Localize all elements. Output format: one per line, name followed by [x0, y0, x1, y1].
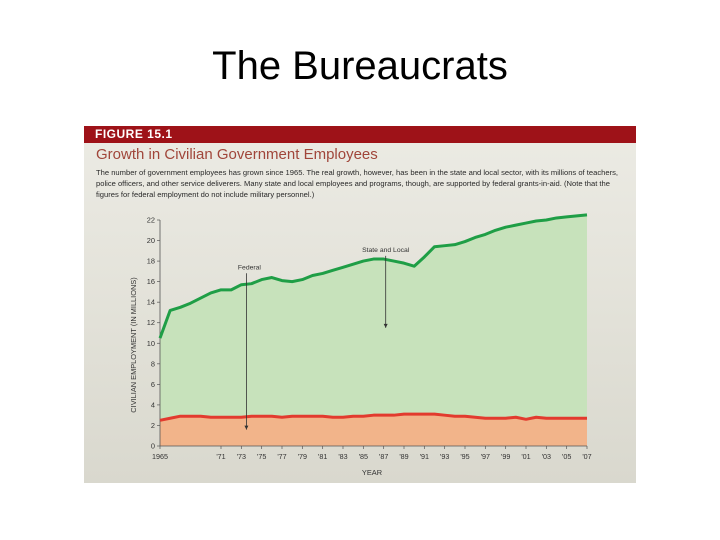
- y-tick-label: 8: [151, 359, 155, 368]
- y-axis-label: CIVILIAN EMPLOYMENT (IN MILLIONS): [129, 277, 138, 412]
- y-tick-label: 0: [151, 442, 155, 451]
- series-lines: [158, 213, 588, 422]
- x-tick-label: '95: [460, 452, 469, 461]
- x-tick-label: '85: [359, 452, 368, 461]
- federal-annotation: Federal: [238, 264, 262, 271]
- x-tick-label: '89: [399, 452, 408, 461]
- y-tick-label: 12: [147, 318, 155, 327]
- federal-line: [159, 412, 587, 422]
- arrow-head: [244, 425, 249, 430]
- y-tick-label: 6: [151, 380, 155, 389]
- x-tick-label: '71: [216, 452, 225, 461]
- x-tick-label: '97: [481, 452, 490, 461]
- axes: [157, 219, 588, 449]
- x-tick-label: '73: [237, 452, 246, 461]
- y-tick-label: 10: [147, 339, 155, 348]
- x-tick-label: '75: [257, 452, 266, 461]
- x-tick-label: '87: [379, 452, 388, 461]
- y-tick-label: 22: [147, 216, 155, 225]
- state-local-line: [158, 213, 588, 339]
- x-axis-label: YEAR: [362, 468, 382, 477]
- employment-chart: 0 2 4 6 8 10 12 14 16 18 20 22 1965 '71 '73 '75 '77 '79 '8…: [129, 213, 592, 477]
- x-tick-label: '99: [501, 452, 510, 461]
- tick-labels: 0 2 4 6 8 10 12 14 16 18 20 22 1965 '71 '73 '75 '77 '79 '8…: [147, 216, 592, 462]
- x-tick-label: 1965: [152, 452, 168, 461]
- y-tick-label: 2: [151, 421, 155, 430]
- arrow-head: [383, 323, 388, 328]
- x-tick-label: '01: [521, 452, 530, 461]
- slide-title: The Bureaucrats: [212, 44, 508, 88]
- y-tick-label: 4: [151, 400, 155, 409]
- figure-caption: The number of government employees has g…: [96, 168, 619, 199]
- x-tick-label: '81: [318, 452, 327, 461]
- y-tick-label: 20: [147, 236, 155, 245]
- figure-label: FIGURE 15.1: [95, 127, 173, 141]
- annotations: Federal State and Local: [238, 247, 410, 430]
- figure-header-bar: FIGURE 15.1: [84, 126, 636, 143]
- federal-area: [160, 414, 587, 446]
- y-tick-label: 16: [147, 277, 155, 286]
- figure-panel: FIGURE 15.1 Growth in Civilian Governmen…: [84, 126, 636, 483]
- state-local-area: [160, 214, 587, 421]
- x-tick-label: '05: [562, 452, 571, 461]
- y-tick-label: 18: [147, 257, 155, 266]
- figure-subtitle: Growth in Civilian Government Employees: [96, 146, 378, 163]
- x-tick-label: '77: [277, 452, 286, 461]
- state-local-annotation: State and Local: [362, 247, 410, 254]
- x-tick-label: '91: [420, 452, 429, 461]
- y-tick-label: 14: [147, 298, 155, 307]
- x-tick-label: '07: [582, 452, 591, 461]
- area-fills: [160, 214, 587, 446]
- x-tick-label: '83: [338, 452, 347, 461]
- x-tick-label: '79: [298, 452, 307, 461]
- x-tick-label: '03: [542, 452, 551, 461]
- x-tick-label: '93: [440, 452, 449, 461]
